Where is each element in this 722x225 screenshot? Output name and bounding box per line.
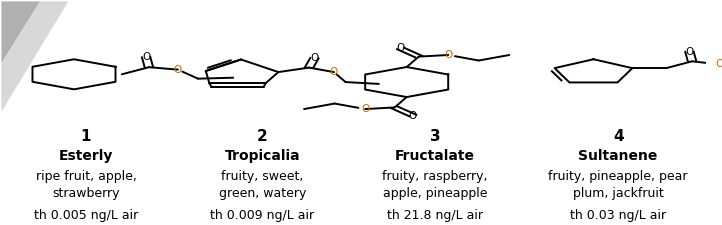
Text: 3: 3 xyxy=(430,129,440,144)
Text: O: O xyxy=(361,104,369,114)
Text: O: O xyxy=(715,59,722,69)
Text: 2: 2 xyxy=(257,129,268,144)
Text: O: O xyxy=(685,47,694,57)
Text: 4: 4 xyxy=(613,129,624,144)
Text: Sultanene: Sultanene xyxy=(578,149,658,163)
Text: fruity, raspberry,
apple, pineapple: fruity, raspberry, apple, pineapple xyxy=(382,170,487,200)
Polygon shape xyxy=(1,1,40,63)
Text: O: O xyxy=(330,67,338,77)
Text: O: O xyxy=(142,52,150,62)
Text: fruity, pineapple, pear
plum, jackfruit: fruity, pineapple, pear plum, jackfruit xyxy=(549,170,688,200)
Text: fruity, sweet,
green, watery: fruity, sweet, green, watery xyxy=(219,170,306,200)
Text: O: O xyxy=(444,50,453,60)
Text: th 0.03 ng/L air: th 0.03 ng/L air xyxy=(570,209,666,222)
Text: Esterly: Esterly xyxy=(58,149,113,163)
Text: O: O xyxy=(409,110,417,121)
Text: th 0.005 ng/L air: th 0.005 ng/L air xyxy=(34,209,138,222)
Text: O: O xyxy=(174,65,182,75)
Text: O: O xyxy=(310,53,318,63)
Text: 1: 1 xyxy=(81,129,91,144)
Text: th 21.8 ng/L air: th 21.8 ng/L air xyxy=(387,209,483,222)
Polygon shape xyxy=(1,1,69,112)
Text: ripe fruit, apple,
strawberry: ripe fruit, apple, strawberry xyxy=(35,170,136,200)
Text: th 0.009 ng/L air: th 0.009 ng/L air xyxy=(210,209,314,222)
Text: Tropicalia: Tropicalia xyxy=(225,149,300,163)
Text: Fructalate: Fructalate xyxy=(395,149,475,163)
Text: O: O xyxy=(396,43,404,54)
